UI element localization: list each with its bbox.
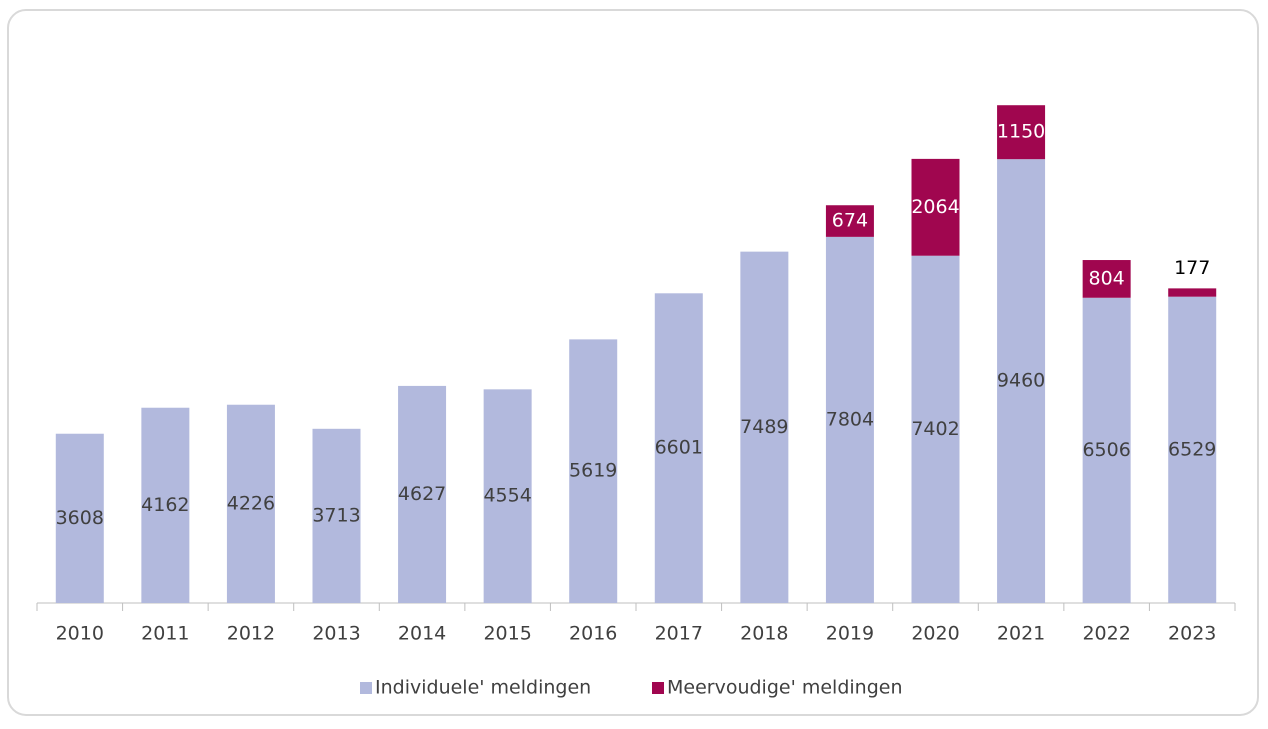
x-tick-label: 2017 <box>655 623 703 645</box>
x-tick-label: 2015 <box>483 623 531 645</box>
data-label: 3713 <box>312 504 360 526</box>
data-label: 5619 <box>569 460 617 482</box>
x-tick-label: 2019 <box>826 623 874 645</box>
data-label: 6529 <box>1168 438 1216 460</box>
data-label: 6506 <box>1082 439 1130 461</box>
data-label: 9460 <box>997 370 1045 392</box>
x-tick-label: 2010 <box>56 623 104 645</box>
bar-segment <box>55 433 104 603</box>
data-label: 804 <box>1089 267 1125 289</box>
legend-swatch <box>652 682 664 694</box>
legend-label: Meervoudige' meldingen <box>667 677 903 699</box>
bar-segment <box>1082 260 1131 298</box>
x-tick-label: 2018 <box>740 623 788 645</box>
bar-segment <box>1082 297 1131 603</box>
bar-segment <box>141 407 190 603</box>
bar-segment <box>825 236 874 603</box>
legend-swatch <box>360 682 372 694</box>
data-label: 4226 <box>227 492 275 514</box>
x-tick-label: 2023 <box>1168 623 1216 645</box>
x-tick-label: 2021 <box>997 623 1045 645</box>
bar-segment <box>911 255 960 603</box>
x-tick-label: 2016 <box>569 623 617 645</box>
x-tick-label: 2012 <box>227 623 275 645</box>
data-label: 7804 <box>826 408 874 430</box>
x-tick-label: 2020 <box>911 623 959 645</box>
bar-segment <box>1168 296 1217 603</box>
x-tick-label: 2013 <box>312 623 360 645</box>
data-label: 3608 <box>56 507 104 529</box>
bar-segment <box>483 389 532 603</box>
bar-segment <box>997 159 1046 603</box>
bar-segment <box>997 105 1046 160</box>
data-label: 2064 <box>911 196 959 218</box>
bar-segment <box>1168 288 1217 297</box>
data-label: 1150 <box>997 121 1045 143</box>
data-label: 6601 <box>655 437 703 459</box>
data-label: 177 <box>1174 257 1210 279</box>
x-tick-label: 2022 <box>1082 623 1130 645</box>
data-label: 674 <box>832 210 868 232</box>
x-tick-label: 2014 <box>398 623 446 645</box>
bar-segment <box>398 385 447 603</box>
bar-segment <box>226 404 275 603</box>
data-label: 4554 <box>483 485 531 507</box>
bar-segment <box>312 428 361 603</box>
data-label: 4162 <box>141 494 189 516</box>
frame <box>7 9 1259 716</box>
data-label: 7402 <box>911 418 959 440</box>
x-tick-label: 2011 <box>141 623 189 645</box>
data-label: 4627 <box>398 483 446 505</box>
bar-segment <box>654 293 703 603</box>
bar-segment <box>825 205 874 237</box>
bar-segment <box>911 158 960 256</box>
legend-label: Individuele' meldingen <box>375 677 591 699</box>
bar-segment <box>740 251 789 603</box>
data-label: 7489 <box>740 416 788 438</box>
bar-segment <box>569 339 618 603</box>
